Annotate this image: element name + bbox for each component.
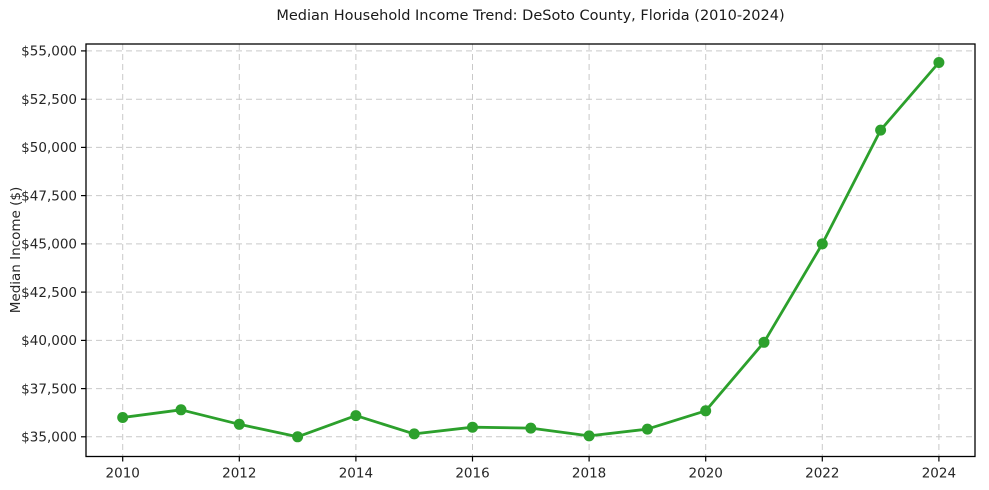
data-point [933, 57, 945, 68]
data-point [233, 418, 245, 430]
x-tick-label: 2020 [689, 466, 723, 482]
data-point [292, 431, 304, 443]
plot-frame [85, 43, 976, 458]
y-tick-label: $37,500 [21, 381, 77, 397]
y-tick-label: $47,500 [21, 188, 77, 204]
x-tick-label: 2018 [572, 466, 606, 482]
x-tick-label: 2016 [455, 466, 489, 482]
x-tick-label: 2024 [922, 466, 956, 482]
data-point [525, 422, 537, 434]
data-point [583, 430, 595, 442]
y-tick-label: $45,000 [21, 237, 77, 253]
x-tick-label: 2010 [106, 466, 140, 482]
y-tick-label: $35,000 [21, 430, 77, 446]
data-point [350, 410, 362, 422]
data-point [816, 238, 828, 250]
data-point [117, 412, 129, 423]
data-point [175, 404, 187, 416]
y-tick-label: $55,000 [21, 44, 77, 60]
data-point [641, 423, 653, 435]
series-line [121, 61, 941, 439]
data-point [467, 421, 478, 433]
data-point [875, 124, 887, 136]
y-tick-label: $40,000 [21, 333, 77, 349]
data-point [758, 336, 770, 348]
data-point [700, 405, 712, 417]
y-tick-label: $50,000 [21, 140, 77, 156]
x-tick-label: 2014 [339, 466, 373, 482]
data-point [408, 428, 420, 440]
y-tick-label: $52,500 [21, 92, 77, 108]
x-tick-label: 2022 [805, 466, 839, 482]
y-tick-label: $42,500 [21, 285, 77, 301]
x-tick-label: 2012 [222, 466, 256, 482]
chart-title: Median Household Income Trend: DeSoto Co… [276, 8, 785, 24]
